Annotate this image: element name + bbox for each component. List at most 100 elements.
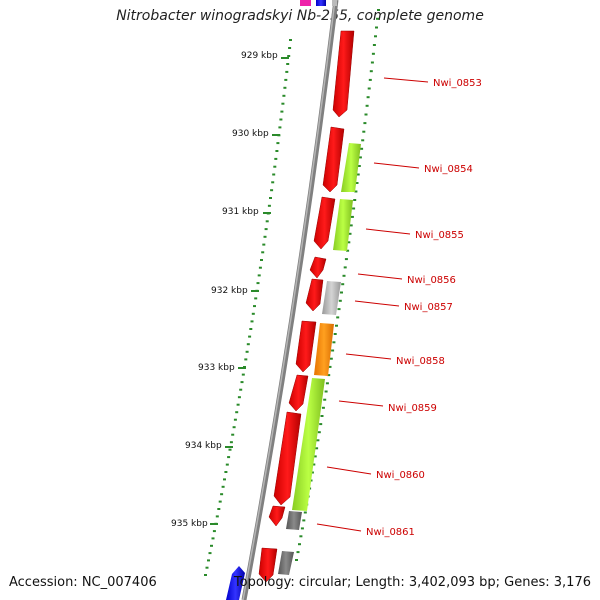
gene-label-nwi-0861[interactable]: Nwi_0861 — [366, 527, 415, 538]
gene-arrow-nwi-0860[interactable] — [273, 411, 302, 506]
gene-label-nwi-0860[interactable]: Nwi_0860 — [376, 470, 425, 481]
kbp-label: 933 kbp — [198, 363, 235, 373]
minor-tick — [315, 447, 319, 450]
minor-tick — [265, 220, 269, 223]
minor-tick — [316, 439, 320, 442]
gene-feature-top-magenta[interactable] — [300, 0, 311, 6]
label-leader-line — [373, 162, 420, 169]
cog-segment-orange-0858[interactable] — [314, 323, 334, 376]
gene-arrow-nwi-0854[interactable] — [322, 126, 345, 193]
gene-label-nwi-0856[interactable]: Nwi_0856 — [407, 275, 456, 286]
minor-tick — [231, 433, 235, 436]
gene-arrow-bottom[interactable] — [258, 547, 278, 583]
gene-label-nwi-0859[interactable]: Nwi_0859 — [388, 403, 437, 414]
minor-tick — [296, 551, 300, 554]
minor-tick — [350, 215, 354, 218]
minor-tick — [344, 258, 348, 261]
minor-tick — [210, 544, 213, 547]
minor-tick — [269, 197, 272, 199]
minor-tick — [341, 283, 345, 286]
minor-tick — [333, 333, 337, 335]
minor-tick — [310, 471, 314, 474]
minor-tick — [276, 142, 280, 145]
label-leader-line — [345, 353, 392, 360]
gene-strand-track — [258, 30, 355, 583]
gene-arrow-nwi-0855[interactable] — [313, 196, 336, 250]
minor-tick — [263, 235, 267, 238]
minor-tick — [362, 130, 366, 133]
minor-tick — [271, 181, 275, 184]
label-leader-line — [316, 523, 362, 532]
gene-label-layer: Nwi_0853 Nwi_0854 Nwi_0855 Nwi_0856 Nwi_… — [316, 77, 482, 538]
cog-segment-gray-0857[interactable] — [322, 281, 341, 315]
label-leader-line — [365, 228, 411, 235]
cog-category-track — [278, 143, 361, 575]
gene-arrow-nwi-0853[interactable] — [332, 30, 355, 118]
minor-tick — [274, 157, 278, 160]
minor-tick — [366, 96, 370, 99]
minor-tick — [221, 485, 225, 488]
minor-tick — [254, 297, 258, 300]
minor-tick — [258, 266, 262, 269]
minor-tick — [342, 274, 346, 277]
label-leader-line — [357, 273, 403, 280]
minor-tick — [340, 291, 343, 294]
minor-tick — [251, 312, 255, 315]
cog-segment-green-0855[interactable] — [333, 199, 353, 251]
cog-segment-darkgray-bottom[interactable] — [278, 551, 294, 575]
cog-segment-darkgray-0861[interactable] — [286, 511, 302, 530]
minor-tick — [236, 403, 240, 406]
gene-label-nwi-0854[interactable]: Nwi_0854 — [424, 164, 473, 175]
minor-tick — [352, 207, 356, 210]
kbp-scale: 929 kbp 930 kbp 931 kbp 932 kbp 933 kbp … — [171, 51, 289, 529]
minor-tick — [253, 305, 256, 308]
kbp-label: 932 kbp — [211, 286, 248, 296]
gene-label-nwi-0855[interactable]: Nwi_0855 — [415, 230, 464, 241]
cog-segment-green-0860[interactable] — [292, 378, 325, 511]
minor-tick — [218, 500, 222, 503]
minor-tick — [245, 350, 249, 353]
minor-tick — [348, 232, 352, 235]
minor-tick — [227, 456, 231, 459]
gene-feature-top-blue[interactable] — [316, 0, 326, 6]
gene-arrow-nwi-0857[interactable] — [305, 278, 324, 312]
minor-tick — [280, 110, 284, 113]
minor-tick — [286, 63, 290, 65]
minor-tick — [241, 373, 245, 376]
minor-tick — [298, 543, 301, 546]
minor-tick — [261, 251, 265, 254]
minor-tick — [205, 566, 209, 569]
minor-tick — [354, 190, 358, 193]
gene-arrow-nwi-0858[interactable] — [295, 320, 317, 373]
minor-tick — [250, 320, 254, 323]
minor-tick — [331, 349, 335, 352]
minor-tick — [361, 139, 365, 142]
minor-tick — [211, 537, 215, 540]
minor-tick — [329, 357, 333, 360]
gene-label-nwi-0853[interactable]: Nwi_0853 — [433, 78, 482, 89]
gene-arrow-nwi-0861[interactable] — [268, 505, 286, 527]
minor-tick — [278, 126, 282, 129]
minor-tick — [288, 47, 292, 49]
gene-label-nwi-0857[interactable]: Nwi_0857 — [404, 302, 453, 313]
cog-segment-green-0854[interactable] — [341, 143, 361, 192]
gene-feature-top-gray[interactable] — [332, 0, 337, 6]
label-leader-line — [326, 466, 372, 475]
minor-tick — [249, 328, 253, 330]
gene-arrow-blue-bottom[interactable] — [226, 566, 245, 600]
minor-tick — [246, 343, 250, 346]
minor-tick — [248, 335, 252, 338]
minor-tick — [369, 70, 373, 73]
minor-tick — [232, 426, 236, 429]
minor-tick — [295, 559, 298, 561]
gene-arrow-nwi-0859[interactable] — [288, 374, 309, 412]
gene-label-nwi-0858[interactable]: Nwi_0858 — [396, 356, 445, 367]
minor-tick — [256, 282, 260, 285]
minor-tick — [303, 511, 307, 514]
gene-arrow-nwi-0856[interactable] — [309, 256, 327, 279]
minor-tick — [337, 308, 341, 311]
minor-tick — [287, 55, 291, 57]
minor-tick — [323, 398, 327, 401]
minor-tick — [347, 241, 351, 244]
